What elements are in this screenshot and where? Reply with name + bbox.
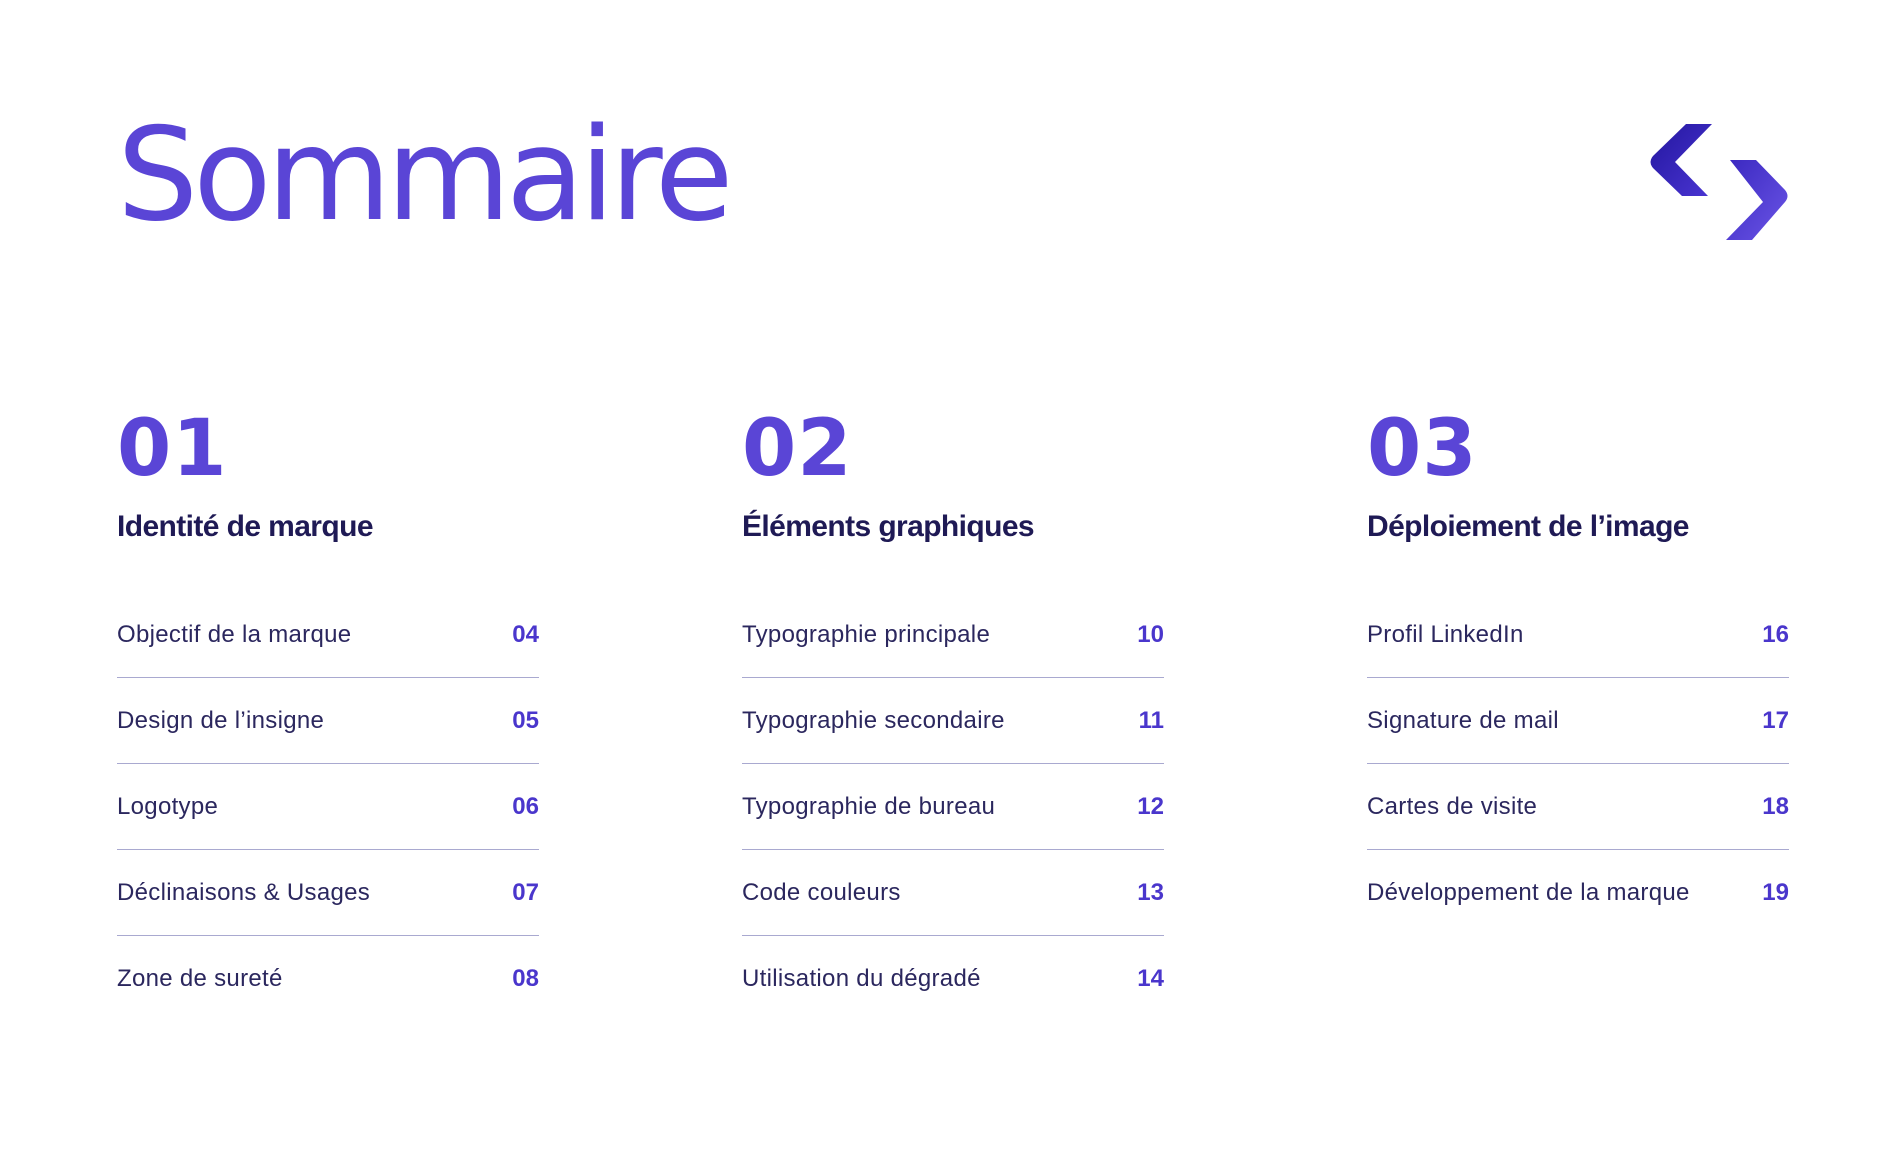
chevrons-logo-icon xyxy=(1650,124,1788,240)
toc-item-page: 07 xyxy=(512,878,539,906)
section-number: 02 xyxy=(742,404,853,494)
toc-item-page: 05 xyxy=(512,706,539,734)
toc-item[interactable]: Signature de mail 17 xyxy=(1367,678,1789,764)
toc-item-label: Typographie de bureau xyxy=(742,792,996,820)
toc-item[interactable]: Utilisation du dégradé 14 xyxy=(742,936,1164,1022)
toc-item[interactable]: Typographie de bureau 12 xyxy=(742,764,1164,850)
toc-item-label: Signature de mail xyxy=(1367,706,1559,734)
toc-item-label: Cartes de visite xyxy=(1367,792,1538,820)
toc-item[interactable]: Objectif de la marque 04 xyxy=(117,592,539,678)
section-03: 03 Déploiement de l’image Profil LinkedI… xyxy=(1367,404,1797,906)
section-number: 01 xyxy=(117,404,228,494)
toc-item[interactable]: Développement de la marque 19 xyxy=(1367,850,1789,936)
toc-item-label: Objectif de la marque xyxy=(117,620,352,648)
toc-item-page: 19 xyxy=(1762,879,1789,906)
section-items-list: Objectif de la marque 04 Design de l’ins… xyxy=(117,592,539,1022)
toc-item[interactable]: Design de l’insigne 05 xyxy=(117,678,539,764)
page-title: Sommaire xyxy=(117,101,733,250)
toc-item[interactable]: Zone de sureté 08 xyxy=(117,936,539,1022)
toc-item[interactable]: Profil LinkedIn 16 xyxy=(1367,592,1789,678)
toc-item-page: 16 xyxy=(1762,620,1789,648)
toc-item-page: 14 xyxy=(1137,965,1164,992)
toc-item-page: 13 xyxy=(1137,878,1164,906)
section-title: Déploiement de l’image xyxy=(1367,510,1689,543)
toc-item-label: Zone de sureté xyxy=(117,965,283,992)
toc-item-label: Profil LinkedIn xyxy=(1367,620,1524,648)
toc-item-page: 11 xyxy=(1138,706,1164,734)
toc-item[interactable]: Logotype 06 xyxy=(117,764,539,850)
toc-item-label: Déclinaisons & Usages xyxy=(117,878,371,906)
toc-item[interactable]: Typographie principale 10 xyxy=(742,592,1164,678)
toc-item[interactable]: Code couleurs 13 xyxy=(742,850,1164,936)
section-01: 01 Identité de marque Objectif de la mar… xyxy=(117,404,547,992)
toc-item-page: 06 xyxy=(512,792,539,820)
toc-item[interactable]: Typographie secondaire 11 xyxy=(742,678,1164,764)
section-items-list: Profil LinkedIn 16 Signature de mail 17 … xyxy=(1367,592,1789,936)
toc-item[interactable]: Cartes de visite 18 xyxy=(1367,764,1789,850)
toc-item-label: Typographie principale xyxy=(742,620,991,648)
toc-item-page: 17 xyxy=(1762,706,1789,734)
toc-item-label: Utilisation du dégradé xyxy=(742,965,981,992)
section-items-list: Typographie principale 10 Typographie se… xyxy=(742,592,1164,1022)
toc-item[interactable]: Déclinaisons & Usages 07 xyxy=(117,850,539,936)
toc-item-page: 10 xyxy=(1137,620,1164,648)
toc-item-label: Code couleurs xyxy=(742,878,901,906)
section-number: 03 xyxy=(1367,404,1478,494)
toc-item-label: Développement de la marque xyxy=(1367,879,1690,906)
section-02: 02 Éléments graphiques Typographie princ… xyxy=(742,404,1172,992)
section-title: Identité de marque xyxy=(117,510,374,543)
toc-item-label: Typographie secondaire xyxy=(742,706,1005,734)
toc-item-label: Logotype xyxy=(117,792,219,820)
toc-item-label: Design de l’insigne xyxy=(117,706,325,734)
section-title: Éléments graphiques xyxy=(742,510,1035,543)
toc-item-page: 12 xyxy=(1137,792,1164,820)
toc-item-page: 04 xyxy=(512,620,539,648)
toc-item-page: 18 xyxy=(1762,792,1789,820)
toc-item-page: 08 xyxy=(512,965,539,992)
